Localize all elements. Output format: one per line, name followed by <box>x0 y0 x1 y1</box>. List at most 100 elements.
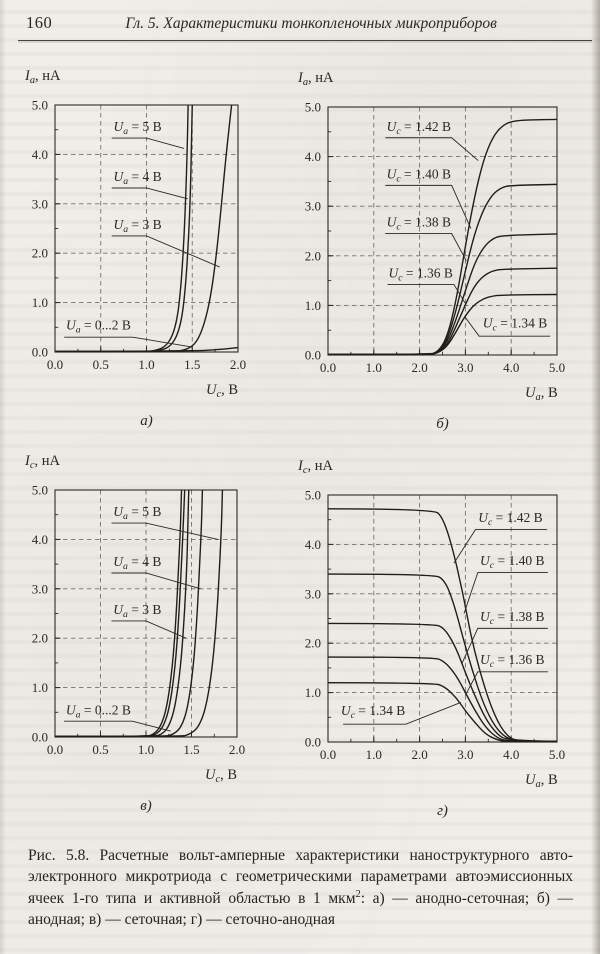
curve-Uс = 1.38 В <box>327 622 558 743</box>
x-tick-label: 0.0 <box>320 747 336 762</box>
x-tick-label: 3.0 <box>457 747 473 762</box>
curve-label: Uс = 1.34 В <box>483 316 547 334</box>
curve-label-leader <box>111 522 218 540</box>
chart-anode-characteristic: 0.0 1.0 2.0 3.0 4.0 5.0 0.0 1.0 2.0 3.0 4.0 5.0 Uс =… <box>297 70 565 432</box>
curve-Uс = 1.34 В <box>327 682 557 743</box>
curve-label-leader <box>385 184 472 229</box>
header-rule <box>18 40 592 41</box>
chart-sublabel: г) <box>437 803 448 819</box>
x-tick-label: 1.5 <box>184 357 200 372</box>
curve-label-leader <box>463 572 548 614</box>
curve-label: Uа = 0...2 В <box>66 317 131 335</box>
curve-label: Uс = 1.40 В <box>480 553 544 571</box>
curve-label: Uс = 1.42 В <box>478 510 542 528</box>
curve-label-leader <box>111 572 201 590</box>
x-axis-title: Uа, В <box>525 772 558 790</box>
curve-label-leader <box>64 336 193 348</box>
y-tick-label: 0.0 <box>32 730 48 745</box>
curve-label-leader <box>385 233 467 261</box>
x-tick-label: 1.0 <box>138 357 154 372</box>
curve-label-leader <box>385 137 479 161</box>
curve-label-leader <box>111 620 187 639</box>
x-tick-label: 4.0 <box>503 360 519 375</box>
plot-frame <box>327 106 558 356</box>
figure-caption: Рис. 5.8. Расчетные вольт-амперные харак… <box>28 845 573 931</box>
y-tick-label: 4.0 <box>32 532 48 547</box>
page-edge-left <box>0 0 6 954</box>
x-tick-label: 1.5 <box>183 742 199 757</box>
y-tick-label: 5.0 <box>32 98 48 113</box>
y-tick-label: 1.0 <box>305 298 321 313</box>
x-axis-title: Uс, В <box>205 767 237 785</box>
y-tick-label: 2.0 <box>32 246 48 261</box>
curve-label: Uа = 3 В <box>113 602 161 620</box>
y-tick-label: 3.0 <box>305 199 321 214</box>
x-tick-label: 2.0 <box>230 357 246 372</box>
y-axis-title: Iа, нА <box>24 68 61 86</box>
curve-label: Uс = 1.42 В <box>387 119 451 137</box>
y-tick-label: 0.0 <box>305 348 321 363</box>
page-number: 160 <box>26 13 53 32</box>
y-tick-label: 3.0 <box>32 581 48 596</box>
x-tick-label: 2.0 <box>411 747 427 762</box>
y-tick-label: 0.0 <box>32 345 48 360</box>
curve-label-leader <box>464 316 551 337</box>
plot-frame <box>54 104 239 353</box>
y-tick-label: 2.0 <box>32 631 48 646</box>
curve-Uс = 1.34 В <box>327 293 558 356</box>
x-tick-label: 2.0 <box>229 742 245 757</box>
curve-label: Uс = 1.36 В <box>388 266 452 284</box>
x-tick-label: 1.0 <box>366 360 382 375</box>
curve-label: Uа = 5 В <box>114 119 162 137</box>
curve-Uс = 1.40 В <box>327 573 558 743</box>
curve-Uа = 0...2 В <box>54 346 239 353</box>
y-tick-label: 1.0 <box>32 680 48 695</box>
x-tick-label: 5.0 <box>549 747 565 762</box>
plot-frame <box>54 489 238 738</box>
curve-label-leader <box>465 671 548 696</box>
plot-frame <box>327 494 558 743</box>
curve-label: Uа = 0...2 В <box>66 702 131 720</box>
y-tick-label: 3.0 <box>305 586 321 601</box>
curve-label-leader <box>387 284 466 304</box>
curve-label: Uа = 4 В <box>114 169 162 187</box>
page-header: 160 Гл. 5. Характеристики тонкопленочных… <box>26 13 570 33</box>
curve-Uа = 5 В <box>54 489 224 738</box>
caption-text: Рис. 5.8. Расчетные вольт-амперные харак… <box>28 847 573 907</box>
curve-label: Uа = 5 В <box>113 504 161 522</box>
curve-label-leader <box>343 702 461 725</box>
curve-label: Uс = 1.40 В <box>387 166 451 184</box>
chart-sublabel: в) <box>140 798 152 814</box>
y-tick-label: 2.0 <box>305 636 321 651</box>
x-tick-label: 0.0 <box>320 360 336 375</box>
chart-grid-anode-characteristic: 0.0 1.0 2.0 3.0 4.0 5.0 0.0 1.0 2.0 3.0 4.0 5.0 Uс =… <box>297 458 565 819</box>
x-axis-title: Uс, В <box>206 382 238 400</box>
curve-label-leader <box>111 187 188 200</box>
caption-text-tail: : а) — анодно-сеточная; б) — анодная; в)… <box>28 889 573 929</box>
curve-label-leader <box>461 627 548 664</box>
x-tick-label: 0.5 <box>92 742 108 757</box>
curve-label-leader <box>64 720 171 732</box>
y-tick-label: 4.0 <box>305 149 321 164</box>
curve-label: Uс = 1.36 В <box>480 652 544 670</box>
y-tick-label: 3.0 <box>32 196 48 211</box>
x-tick-label: 2.0 <box>411 360 427 375</box>
x-tick-label: 5.0 <box>549 360 565 375</box>
chart-sublabel: а) <box>140 413 153 429</box>
x-tick-label: 1.0 <box>138 742 154 757</box>
curve-label: Uс = 1.34 В <box>341 703 405 721</box>
y-axis-title: Iс, нА <box>297 458 333 476</box>
chart-anode-grid-characteristic: 0.0 0.5 1.0 1.5 2.0 0.0 1.0 2.0 3.0 4.0 5.0 Uа = 5 … <box>24 68 246 429</box>
y-tick-label: 5.0 <box>305 488 321 503</box>
x-tick-label: 3.0 <box>457 360 473 375</box>
y-tick-label: 1.0 <box>32 295 48 310</box>
x-tick-label: 4.0 <box>503 747 519 762</box>
y-tick-label: 4.0 <box>305 537 321 552</box>
y-tick-label: 0.0 <box>305 735 321 750</box>
curve-label: Uа = 4 В <box>113 554 161 572</box>
x-tick-label: 0.5 <box>93 357 109 372</box>
chart-sublabel: б) <box>436 416 449 432</box>
curve-label: Uа = 3 В <box>114 217 162 235</box>
curve-label-leader <box>111 235 220 268</box>
